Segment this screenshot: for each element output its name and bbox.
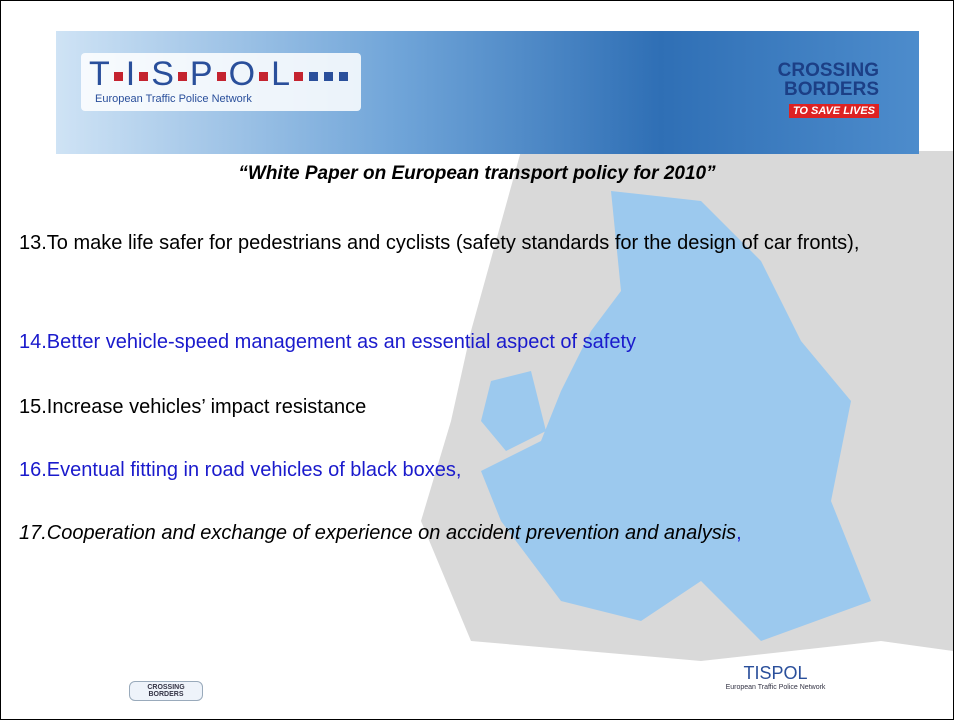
footer-left-logo: CROSSING BORDERS — [129, 681, 203, 701]
logo-square — [323, 71, 333, 81]
footer-right-logo: TISPOL European Traffic Police Network — [718, 663, 833, 691]
list-item: 17.Cooperation and exchange of experienc… — [19, 518, 947, 549]
map-eu — [481, 191, 871, 641]
logo-square — [338, 71, 348, 81]
logo-letter: I — [125, 55, 137, 93]
list-item: 14.Better vehicle-speed management as an… — [19, 331, 637, 353]
logo-letter: O — [228, 55, 257, 93]
item-suffix: , — [736, 522, 742, 544]
logo-square — [113, 71, 123, 81]
footer-logo-name: TISPOL — [743, 663, 808, 683]
logo-square — [308, 71, 318, 81]
logo-square — [139, 71, 149, 81]
logo-letter: L — [271, 55, 291, 93]
logo-square — [177, 71, 187, 81]
campaign-line: CROSSING — [777, 60, 879, 81]
logo-square — [293, 71, 303, 81]
campaign-tagline: TO SAVE LIVES — [788, 104, 879, 118]
campaign-logo: CROSSING BORDERS TO SAVE LIVES — [778, 61, 879, 118]
logo-letter: P — [189, 55, 214, 93]
logo-letter: S — [151, 55, 175, 93]
item-text: 17.Cooperation and exchange of experienc… — [19, 522, 737, 544]
list-item: 15.Increase vehicles’ impact resistance — [19, 396, 367, 418]
slide-title: “White Paper on European transport polic… — [238, 163, 716, 184]
logo-square — [216, 71, 226, 81]
list-item: 16.Eventual fitting in road vehicles of … — [19, 459, 462, 481]
footer-logo-subtitle: European Traffic Police Network — [725, 684, 826, 691]
logo-subtitle: European Traffic Police Network — [95, 93, 252, 105]
map-uk — [481, 371, 546, 451]
list-item: 13.To make life safer for pedestrians an… — [19, 232, 860, 254]
footer-logo-line: BORDERS — [148, 691, 184, 698]
campaign-line: BORDERS — [783, 79, 879, 100]
logo-letter: T — [89, 55, 111, 93]
footer-logo-line: CROSSING — [147, 684, 185, 691]
logo-square — [259, 71, 269, 81]
